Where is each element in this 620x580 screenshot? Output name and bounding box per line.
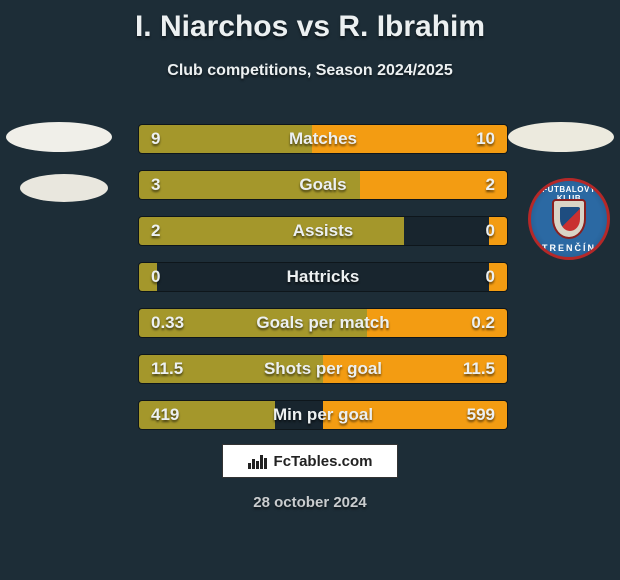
stat-row: 20Assists (138, 216, 508, 246)
stat-row: 910Matches (138, 124, 508, 154)
stat-row: 0.330.2Goals per match (138, 308, 508, 338)
left-club-crest-ellipse-1 (6, 122, 112, 152)
stat-label: Shots per goal (139, 355, 507, 384)
stat-row: 32Goals (138, 170, 508, 200)
stat-label: Goals per match (139, 309, 507, 338)
right-club-crest-ellipse (508, 122, 614, 152)
spark-bars-icon (248, 453, 270, 469)
stat-label: Min per goal (139, 401, 507, 430)
page-title: I. Niarchos vs R. Ibrahim (0, 0, 620, 44)
stat-row: 11.511.5Shots per goal (138, 354, 508, 384)
left-club-crest-ellipse-2 (20, 174, 108, 202)
stat-label: Assists (139, 217, 507, 246)
right-club-crest-logo: FUTBALOVÝ KLUB TRENČÍN (528, 178, 610, 260)
stat-row: 419599Min per goal (138, 400, 508, 430)
footer-brand-text: FcTables.com (274, 453, 373, 470)
page-subtitle: Club competitions, Season 2024/2025 (0, 62, 620, 80)
stat-label: Matches (139, 125, 507, 154)
right-club-crest-text-bottom: TRENČÍN (531, 243, 607, 253)
footer-brand-badge: FcTables.com (222, 444, 398, 478)
stat-row: 00Hattricks (138, 262, 508, 292)
stats-bars-container: 910Matches 32Goals 20Assists 00Hattricks 0.3… (138, 124, 508, 446)
footer-date: 28 october 2024 (0, 494, 620, 511)
stat-label: Hattricks (139, 263, 507, 292)
stat-label: Goals (139, 171, 507, 200)
shield-icon (552, 199, 586, 239)
